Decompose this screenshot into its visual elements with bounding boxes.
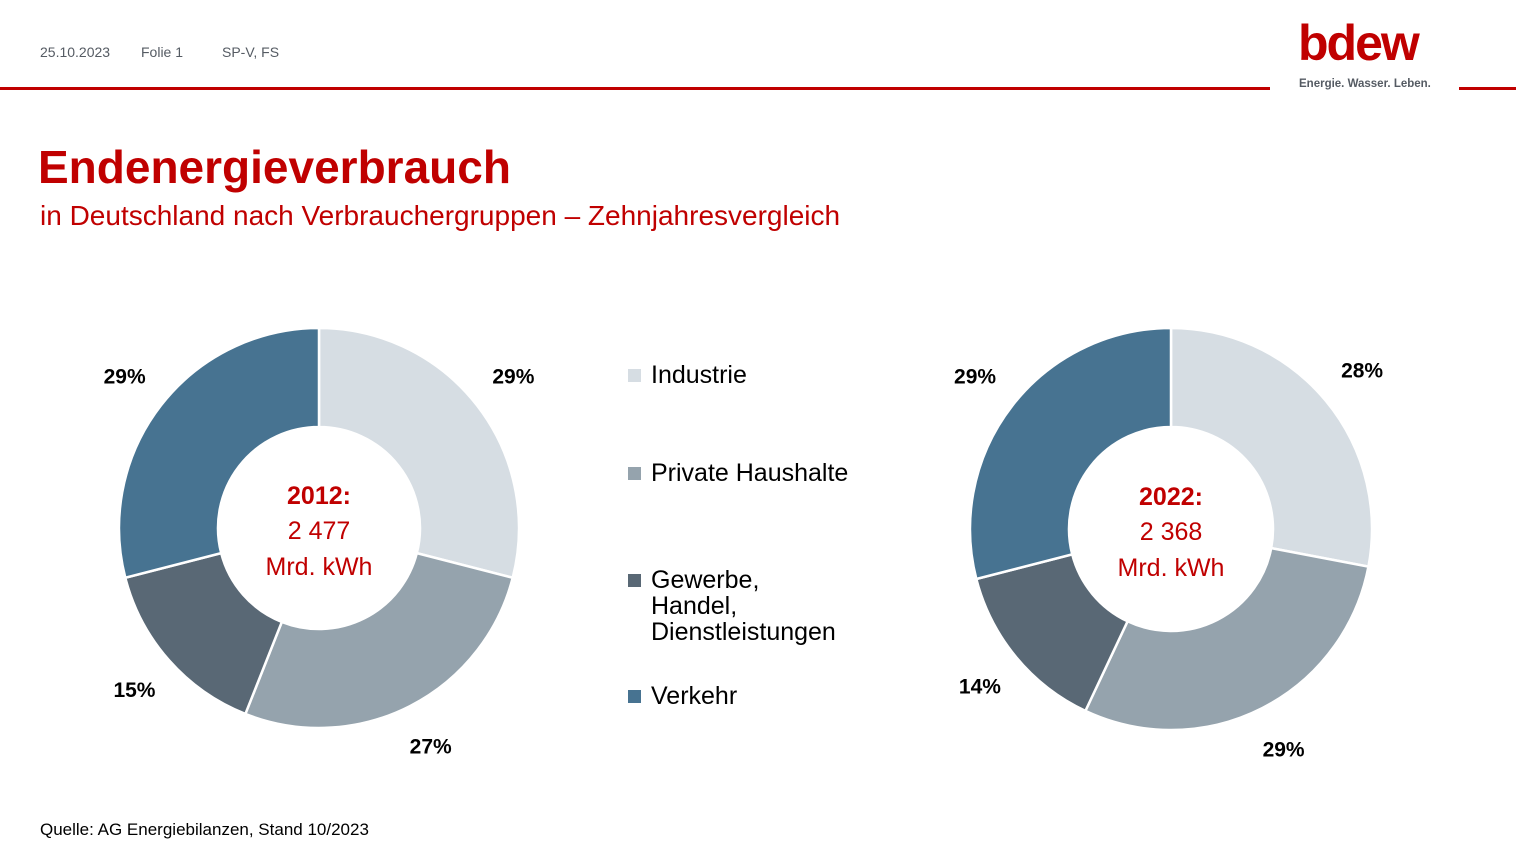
legend-item-1: Industrie [628, 361, 747, 389]
page-subtitle: in Deutschland nach Verbrauchergruppen –… [40, 200, 841, 231]
donut-slice-2-4 [968, 326, 1173, 581]
source-note: Quelle: AG Energiebilanzen, Stand 10/202… [40, 820, 369, 839]
donut-center-value-1-2: Mrd. kWh [266, 553, 373, 581]
legend-item-4: Verkehr [628, 682, 737, 710]
chart-legend: Industrie Private Haushalte Gewerbe,Handel… [628, 361, 848, 710]
slice-label-1-1: 29% [492, 366, 534, 389]
legend-swatch-4 [628, 690, 641, 703]
legend-item-2: Private Haushalte [628, 459, 848, 487]
slice-label-1-2: 27% [410, 736, 452, 759]
donut-slice-1-2 [243, 551, 515, 730]
legend-label-3-2: Handel, [651, 592, 737, 620]
legend-swatch-3 [628, 574, 641, 587]
slice-label-2-2: 29% [1263, 738, 1305, 761]
slide-department: SP-V, FS [222, 44, 280, 60]
donut-center-value-2-2: Mrd. kWh [1118, 554, 1225, 582]
header-rule-right [1459, 87, 1516, 90]
legend-swatch-2 [628, 467, 641, 480]
donut-center-year-1: 2012: [287, 482, 351, 510]
legend-label-2-1: Private Haushalte [651, 459, 848, 487]
donut-center-value-2-1: 2 368 [1140, 518, 1203, 546]
slide-date: 25.10.2023 [40, 44, 111, 60]
page-title: Endenergieverbrauch [38, 141, 511, 193]
header-rule-left [0, 87, 1270, 90]
slide-number: Folie 1 [141, 44, 184, 60]
donut-chart-1: 29% 27% 15% 29% 2012: 2 477 Mrd. kWh [104, 326, 535, 759]
slice-label-2-3: 14% [959, 676, 1001, 699]
donut-center-value-1-1: 2 477 [288, 517, 351, 545]
slice-label-1-4: 29% [104, 366, 146, 389]
logo-claim: Energie. Wasser. Leben. [1299, 78, 1431, 90]
logo-wordmark: bdew [1298, 15, 1420, 71]
donut-slice-2-2 [1083, 546, 1370, 732]
donut-chart-2: 28% 29% 14% 29% 2022: 2 368 Mrd. kWh [954, 326, 1383, 761]
legend-item-3: Gewerbe,Handel,Dienstleistungen [628, 566, 836, 646]
donut-slice-1-1 [317, 326, 521, 580]
slice-label-2-4: 29% [954, 365, 996, 388]
bdew-logo: bdew Energie. Wasser. Leben. [1298, 15, 1438, 94]
donut-center-year-2: 2022: [1139, 483, 1203, 511]
donut-slice-2-1 [1169, 326, 1374, 569]
donut-slice-1-4 [117, 326, 321, 580]
legend-label-3-3: Dienstleistungen [651, 618, 836, 646]
legend-swatch-1 [628, 369, 641, 382]
legend-label-3-1: Gewerbe, [651, 566, 759, 594]
legend-label-4-1: Verkehr [651, 682, 737, 710]
slice-label-2-1: 28% [1341, 359, 1383, 382]
slice-label-1-3: 15% [113, 679, 155, 702]
legend-label-1-1: Industrie [651, 361, 747, 389]
